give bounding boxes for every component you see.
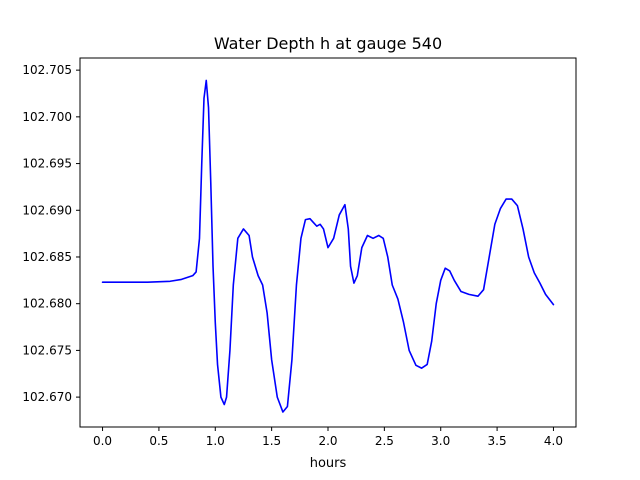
y-tick-label: 102.675 [22, 343, 72, 357]
x-tick-label: 0.0 [93, 434, 112, 448]
y-tick-label: 102.690 [22, 203, 72, 217]
plot-area [101, 79, 555, 413]
y-tick-label: 102.670 [22, 390, 72, 404]
x-tick-label: 0.5 [149, 434, 168, 448]
x-axis-label: hours [310, 456, 347, 471]
x-tick-label: 1.0 [206, 434, 225, 448]
x-axis: 0.0 0.5 1.0 1.5 2.0 2.5 3.0 3.5 4.0 [93, 427, 563, 448]
y-tick-label: 102.705 [22, 63, 72, 77]
x-tick-label: 3.0 [431, 434, 450, 448]
x-tick-label: 2.0 [318, 434, 337, 448]
x-tick-label: 1.5 [262, 434, 281, 448]
y-tick-label: 102.700 [22, 110, 72, 124]
series-line [101, 79, 555, 413]
chart-title: Water Depth h at gauge 540 [214, 34, 442, 53]
x-tick-label: 4.0 [544, 434, 563, 448]
y-tick-label: 102.695 [22, 157, 72, 171]
x-tick-label: 3.5 [488, 434, 507, 448]
y-tick-label: 102.685 [22, 250, 72, 264]
plot-frame [79, 57, 577, 428]
y-tick-label: 102.680 [22, 297, 72, 311]
y-axis: 102.670 102.675 102.680 102.685 102.690 102.6… [22, 63, 80, 404]
x-tick-label: 2.5 [375, 434, 394, 448]
